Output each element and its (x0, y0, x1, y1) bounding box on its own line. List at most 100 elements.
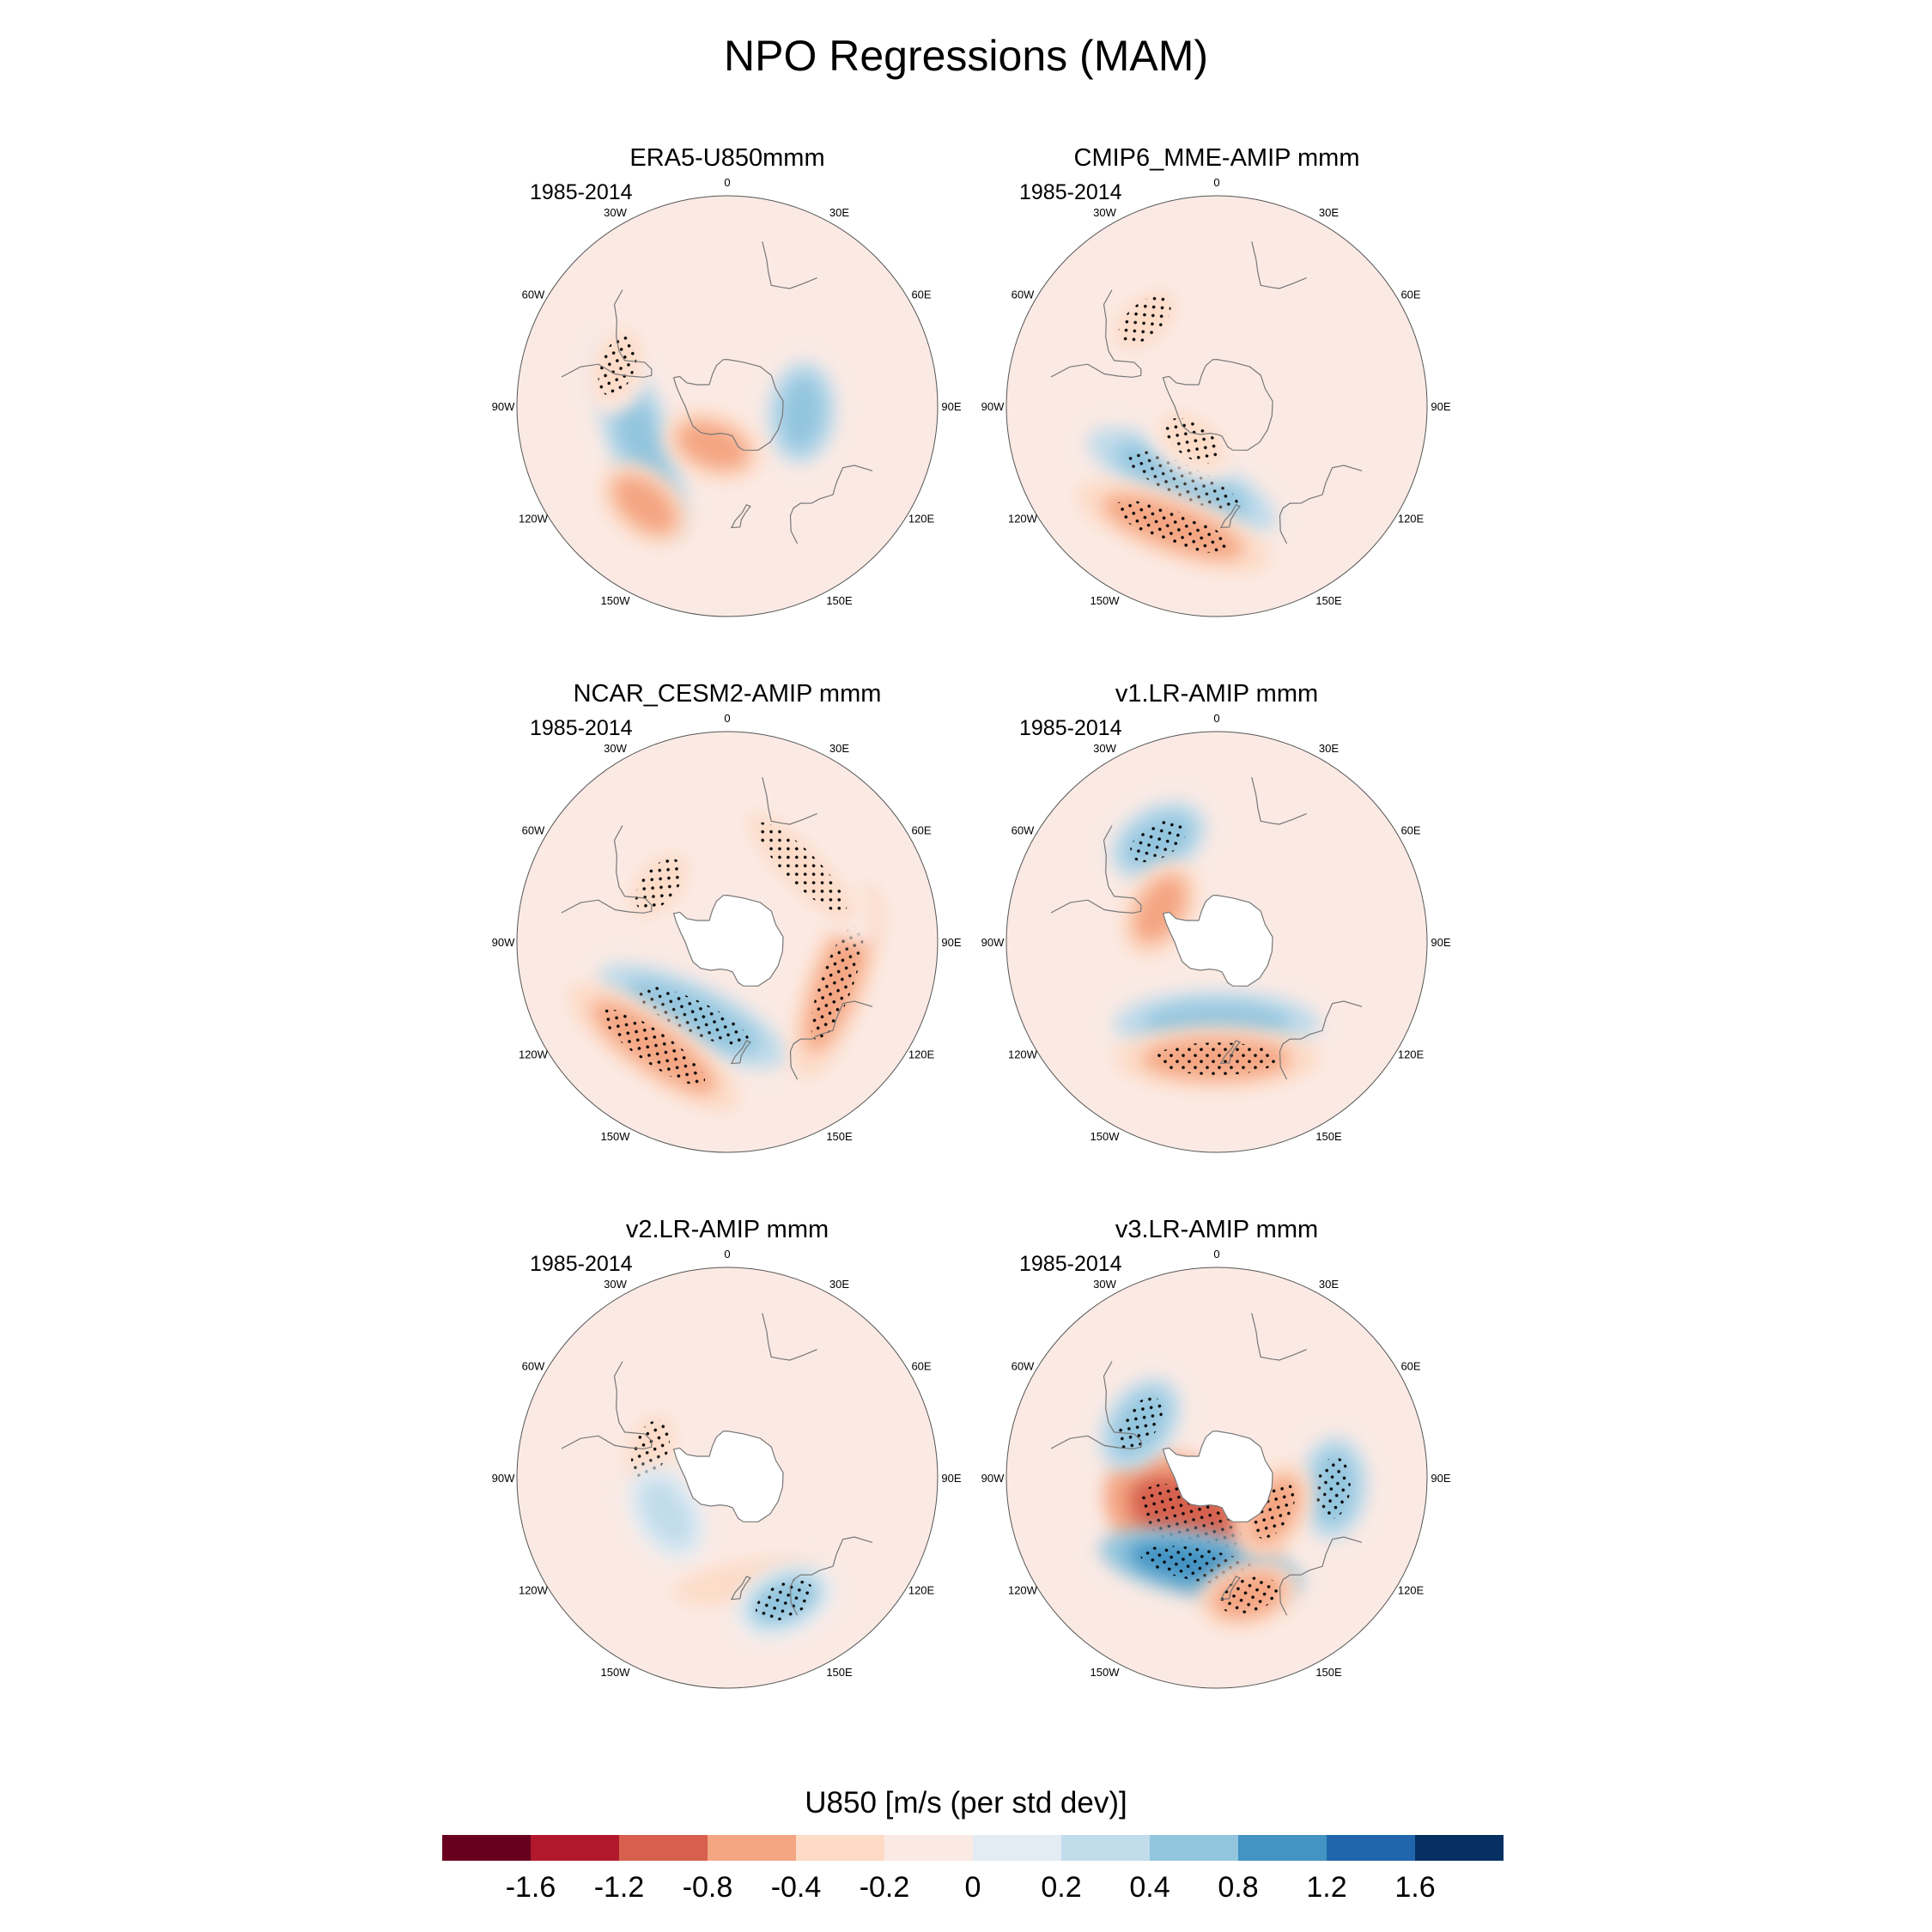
panel-title: v3.LR-AMIP mmm (1115, 1216, 1319, 1243)
significance-stipple-2 (1165, 417, 1220, 464)
colorbar-tick-label: -1.2 (594, 1871, 645, 1904)
panel-cmip6-mme: CMIP6_MME-AMIP mmm 1985-2014 0 30E 60E 90E 1… (976, 144, 1457, 625)
africa-coastline (762, 777, 817, 825)
panel-period: 1985-2014 (530, 180, 633, 204)
panel-era5: ERA5-U850mmm 1985-2014 0 30E 60E 90E 120E 150… (487, 144, 968, 625)
significance-stipple-4 (635, 859, 683, 911)
lon-label-60E: 60E (911, 289, 931, 301)
lon-label-90W: 90W (492, 1472, 515, 1485)
map-5: 0 30E 60E 90E 120E 150E 180 150W 120W 90W 60W 30W (981, 1248, 1451, 1697)
lon-label-150E: 150E (1315, 1666, 1342, 1679)
australia-coastline (789, 465, 873, 544)
lon-label-150E: 150E (826, 594, 853, 607)
colorbar-tick-label: 0.2 (1041, 1871, 1081, 1904)
panel-v1-lr: v1.LR-AMIP mmm 1985-2014 0 30E 60E 90E 120E 1… (976, 680, 1457, 1161)
colorbar-tick-label: -0.8 (683, 1871, 733, 1904)
significance-stipple-3 (598, 336, 637, 396)
lon-label-90E: 90E (1431, 936, 1450, 949)
lon-label-180: 180 (718, 1160, 737, 1161)
colorbar-segment-7 (1061, 1835, 1150, 1861)
panel-title: ERA5-U850mmm (629, 144, 825, 172)
lon-label-120E: 120E (908, 1584, 935, 1597)
lon-label-30E: 30E (1319, 1278, 1339, 1291)
new-zealand-coastline (730, 1040, 751, 1065)
lon-label-30W: 30W (604, 206, 627, 219)
australia-coastline (1279, 1536, 1363, 1616)
colorbar-segment-11 (1415, 1835, 1504, 1861)
colorbar-segment-1 (531, 1835, 619, 1861)
significance-stipple-3 (756, 822, 848, 914)
lon-label-30W: 30W (604, 742, 627, 755)
lon-label-60W: 60W (1012, 289, 1035, 301)
significance-stipple-3 (1315, 1456, 1351, 1519)
lon-label-60E: 60E (1400, 289, 1420, 301)
lon-label-150E: 150E (1315, 594, 1342, 607)
lon-label-90W: 90W (492, 936, 515, 949)
new-zealand-coastline (1219, 1576, 1241, 1601)
lon-label-30W: 30W (1093, 742, 1116, 755)
australia-coastline (789, 1000, 873, 1080)
lon-label-30E: 30E (1319, 206, 1339, 219)
africa-coastline (1251, 241, 1307, 289)
lon-label-30E: 30E (829, 206, 849, 219)
lon-label-90W: 90W (492, 400, 515, 413)
map-2: 0 30E 60E 90E 120E 150E 180 150W 120W 90W 60W 30W (492, 712, 962, 1161)
significance-stipple-2 (1130, 819, 1187, 863)
new-zealand-coastline (730, 504, 751, 529)
lon-label-30E: 30E (1319, 742, 1339, 755)
lon-label-60W: 60W (522, 289, 545, 301)
lon-label-30W: 30W (1093, 206, 1116, 219)
lon-label-120E: 120E (908, 513, 935, 526)
new-zealand-coastline (1219, 1040, 1241, 1065)
australia-coastline (1279, 465, 1363, 544)
anomaly-core-4 (677, 422, 749, 470)
lon-label-120W: 120W (519, 513, 549, 526)
lon-label-150W: 150W (1091, 594, 1121, 607)
new-zealand-coastline (730, 1576, 751, 1601)
map-0: 0 30E 60E 90E 120E 150E 180 150W 120W 90W 60W 30W (492, 176, 962, 625)
panel-period: 1985-2014 (1019, 180, 1122, 204)
lon-label-90W: 90W (981, 936, 1005, 949)
significance-stipple-2 (811, 923, 864, 1041)
significance-stipple-1 (1114, 501, 1231, 554)
map-border (516, 1267, 939, 1689)
significance-stipple-1 (602, 1009, 706, 1085)
antarctica-coastline (1162, 894, 1273, 987)
antarctica-coastline (1162, 1430, 1273, 1522)
africa-coastline (1251, 777, 1307, 825)
map-border (516, 731, 939, 1153)
panel-period: 1985-2014 (1019, 716, 1122, 740)
anomaly-core-1 (780, 375, 823, 450)
lon-label-120W: 120W (519, 1584, 549, 1597)
significance-stipple-3 (1118, 296, 1171, 344)
panel-period: 1985-2014 (530, 716, 633, 740)
lon-label-60E: 60E (911, 824, 931, 837)
lon-label-0: 0 (1213, 1248, 1219, 1261)
colorbar-tick-label: -1.6 (506, 1871, 556, 1904)
lon-label-0: 0 (1213, 712, 1219, 725)
lon-label-180: 180 (1207, 624, 1226, 625)
lon-label-60W: 60W (522, 824, 545, 837)
lon-label-150E: 150E (1315, 1130, 1342, 1143)
colorbar-tick-label: 0.4 (1129, 1871, 1170, 1904)
south-america-coastline (1050, 825, 1142, 914)
lon-label-150W: 150W (601, 1130, 631, 1143)
panel-title: CMIP6_MME-AMIP mmm (1073, 144, 1360, 172)
colorbar-tick-label: -0.2 (860, 1871, 910, 1904)
lon-label-180: 180 (1207, 1160, 1226, 1161)
lon-label-150W: 150W (1091, 1666, 1121, 1679)
significance-stipple-1 (756, 1580, 814, 1621)
map-border (516, 195, 939, 617)
panel-period: 1985-2014 (1019, 1252, 1122, 1276)
lon-label-0: 0 (724, 1248, 730, 1261)
africa-coastline (762, 241, 817, 289)
lon-label-90E: 90E (1431, 400, 1450, 413)
lon-label-30E: 30E (829, 1278, 849, 1291)
lon-label-120E: 120E (1398, 1584, 1425, 1597)
lon-label-90E: 90E (941, 400, 961, 413)
lon-label-30E: 30E (829, 742, 849, 755)
australia-coastline (789, 1536, 873, 1616)
south-america-coastline (561, 289, 653, 378)
colorbar-tick-label: -0.4 (771, 1871, 822, 1904)
colorbar-segment-10 (1327, 1835, 1415, 1861)
